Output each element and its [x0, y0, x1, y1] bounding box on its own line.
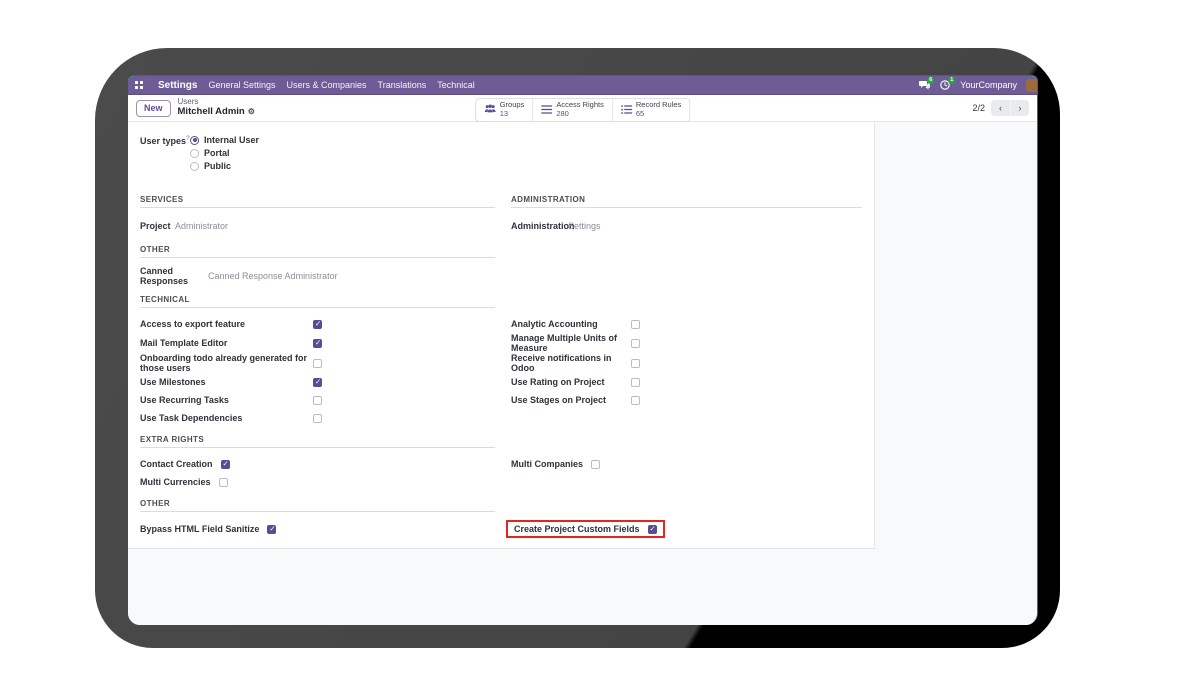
stat-button-access-rights[interactable]: Access Rights 280 [532, 99, 612, 121]
field-label: Use Rating on Project [511, 377, 605, 387]
checkbox-multi-currencies[interactable] [218, 477, 228, 487]
pager-counter: 2/2 [972, 103, 985, 113]
activities-clock-icon[interactable]: 1 [939, 76, 956, 91]
section-header-services: SERVICES [140, 195, 495, 208]
field-label: Bypass HTML Field Sanitize [140, 524, 260, 534]
menu-technical[interactable]: Technical [437, 80, 475, 90]
app-name[interactable]: Settings [158, 79, 198, 91]
stat-label: Groups [499, 100, 525, 110]
field-label: Use Recurring Tasks [140, 395, 229, 405]
stat-value: 65 [635, 109, 645, 118]
field-value-administration[interactable]: Settings [568, 221, 601, 231]
field-label: Mail Template Editor [140, 338, 228, 348]
breadcrumb: Users Mitchell Admin ⚙ [177, 97, 255, 118]
device-frame: Settings General Settings Users & Compan… [95, 48, 1060, 648]
section-header-administration: ADMINISTRATION [511, 195, 862, 208]
top-nav: Settings General Settings Users & Compan… [128, 76, 1037, 95]
checkbox-create-project-custom-fields[interactable] [647, 524, 657, 534]
field-label: Manage Multiple Units of Measure [511, 333, 618, 353]
radio-internal-user[interactable]: Internal User [190, 135, 259, 145]
checkbox-contact-creation[interactable] [220, 459, 230, 469]
pager-next-button[interactable]: › [1010, 100, 1029, 116]
field-label: Create Project Custom Fields [514, 524, 640, 534]
checkbox-use-milestones[interactable] [313, 377, 322, 387]
checkbox-bypass-html-sanitize[interactable] [267, 524, 277, 534]
radio-public[interactable]: Public [190, 161, 259, 171]
help-icon: ? [186, 135, 190, 142]
activities-badge: 1 [948, 76, 956, 84]
control-panel: New Users Mitchell Admin ⚙ Groups 13 [128, 95, 1037, 122]
list-icon [541, 101, 553, 119]
new-button[interactable]: New [136, 99, 171, 117]
user-types-field: User types? Internal User Portal Public [140, 122, 862, 171]
stat-button-groups[interactable]: Groups 13 [476, 99, 533, 121]
section-header-extra-rights: EXTRA RIGHTS [140, 435, 495, 448]
menu-users-companies[interactable]: Users & Companies [286, 80, 367, 90]
company-name[interactable]: YourCompany [960, 80, 1017, 90]
field-value-canned-responses[interactable]: Canned Response Administrator [208, 271, 338, 281]
apps-menu-icon[interactable] [133, 80, 145, 91]
field-value-project[interactable]: Administrator [175, 221, 229, 231]
list-icon [620, 101, 632, 119]
field-label: Multi Currencies [140, 477, 211, 487]
actions-gear-icon[interactable]: ⚙ [247, 106, 255, 116]
checkbox-multiple-uom[interactable] [631, 338, 640, 348]
section-header-other: OTHER [140, 245, 495, 258]
stat-label: Record Rules [635, 100, 682, 110]
checkbox-onboarding-todo[interactable] [313, 358, 322, 368]
field-label: Use Milestones [140, 377, 206, 387]
breadcrumb-parent[interactable]: Users [177, 97, 199, 107]
section-header-technical: TECHNICAL [140, 295, 495, 308]
user-avatar[interactable] [1026, 78, 1037, 92]
radio-icon[interactable] [190, 135, 199, 145]
stat-label: Access Rights [556, 100, 604, 110]
checkbox-access-export[interactable] [313, 319, 322, 329]
field-label-user-types: User types? [140, 135, 190, 146]
users-icon [484, 101, 496, 119]
pager-prev-button[interactable]: ‹ [991, 100, 1010, 116]
field-label: Contact Creation [140, 459, 213, 469]
field-label-project: Project [140, 221, 171, 231]
app-screen: Settings General Settings Users & Compan… [128, 75, 1038, 625]
checkbox-analytic-accounting[interactable] [631, 319, 640, 329]
checkbox-use-rating[interactable] [631, 377, 640, 387]
form-view-background: User types? Internal User Portal Public [128, 122, 1037, 625]
field-label: Multi Companies [511, 459, 584, 469]
field-label: Onboarding todo already generated for th… [140, 353, 308, 373]
messages-icon[interactable]: 6 [918, 76, 935, 91]
field-label-canned-responses: Canned Responses [140, 266, 189, 286]
field-label: Access to export feature [140, 319, 246, 329]
checkbox-mail-template-editor[interactable] [313, 338, 322, 348]
breadcrumb-current: Mitchell Admin [177, 106, 245, 118]
stat-value: 13 [499, 109, 509, 118]
stat-buttons: Groups 13 Access Rights 280 [474, 98, 691, 122]
checkbox-use-stages[interactable] [631, 395, 640, 405]
settings-grid: SERVICES ADMINISTRATION Project Administ… [140, 187, 862, 539]
radio-icon[interactable] [190, 148, 199, 158]
menu-translations[interactable]: Translations [377, 80, 427, 90]
checkbox-notifications-odoo[interactable] [631, 358, 640, 368]
section-header-other-2: OTHER [140, 499, 495, 512]
field-label: Receive notifications in Odoo [511, 353, 612, 373]
field-label: Analytic Accounting [511, 319, 598, 329]
checkbox-task-dependencies[interactable] [313, 413, 322, 423]
field-label: Use Task Dependencies [140, 413, 243, 423]
form-sheet: User types? Internal User Portal Public [128, 122, 875, 549]
highlight-annotation-box: Create Project Custom Fields [506, 520, 665, 538]
stat-value: 280 [556, 109, 569, 118]
radio-portal[interactable]: Portal [190, 148, 259, 158]
radio-icon[interactable] [190, 161, 199, 171]
checkbox-multi-companies[interactable] [591, 459, 601, 469]
menu-general-settings[interactable]: General Settings [208, 80, 276, 90]
field-label-administration: Administration [511, 221, 575, 231]
pager: 2/2 ‹ › [972, 100, 1029, 116]
checkbox-recurring-tasks[interactable] [313, 395, 322, 405]
messages-badge: 6 [927, 76, 935, 84]
stat-button-record-rules[interactable]: Record Rules 65 [611, 99, 689, 121]
field-label: Use Stages on Project [511, 395, 607, 405]
